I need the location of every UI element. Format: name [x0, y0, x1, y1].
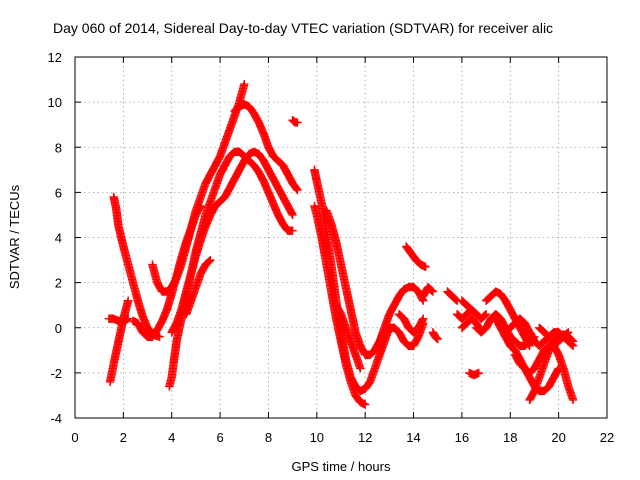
data-point	[293, 118, 302, 127]
series-track-16	[394, 310, 428, 337]
x-axis-label: GPS time / hours	[292, 459, 391, 474]
x-tick-label: 14	[406, 430, 420, 445]
data-point	[471, 309, 480, 318]
series-track-19	[428, 328, 442, 344]
series-track-15	[370, 319, 428, 355]
y-tick-label: -2	[50, 366, 62, 381]
data-point	[205, 256, 214, 266]
data-point	[361, 400, 370, 409]
data-point	[421, 262, 430, 271]
x-tick-labels: 0 2 4 6 8 10 12 14 16 18 20 22	[71, 430, 614, 445]
series-track-7	[167, 147, 297, 337]
data-point	[428, 287, 438, 296]
data-point	[568, 336, 577, 345]
data-point	[480, 310, 490, 320]
data-point	[419, 314, 428, 323]
series-track-5	[148, 79, 249, 296]
chart-title: Day 060 of 2014, Sidereal Day-to-day VTE…	[53, 20, 553, 36]
series-track-17	[402, 242, 430, 271]
data-point	[472, 310, 481, 319]
data-point	[288, 210, 297, 220]
y-tick-label: 12	[48, 50, 62, 65]
data-point	[124, 296, 133, 305]
series-track-3	[105, 296, 133, 387]
data-point	[240, 79, 249, 89]
data-point	[481, 310, 491, 319]
data-point	[356, 364, 365, 373]
y-tick-label: 4	[55, 231, 62, 246]
series-track-20	[443, 287, 462, 305]
axis-ticks	[74, 56, 608, 419]
data-point	[155, 332, 164, 341]
series-track-11	[310, 165, 394, 396]
y-tick-label: 10	[48, 95, 62, 110]
data-point	[431, 333, 441, 342]
x-tick-label: 4	[168, 430, 175, 445]
x-tick-label: 16	[455, 430, 469, 445]
data-point	[206, 255, 215, 265]
grid	[75, 57, 607, 418]
series-track-31	[535, 323, 573, 346]
series-track-22	[457, 296, 481, 319]
data-point	[292, 184, 301, 194]
series-track-29	[510, 341, 578, 405]
data-point	[568, 337, 578, 346]
data-point	[293, 185, 302, 195]
data-point	[451, 295, 461, 304]
data-point	[525, 341, 534, 350]
data-series	[104, 79, 578, 409]
data-point	[474, 368, 483, 378]
series-track-26	[481, 287, 534, 350]
x-tick-label: 0	[71, 430, 78, 445]
data-point	[288, 226, 297, 235]
x-tick-label: 2	[120, 430, 127, 445]
y-axis-label: SDTVAR / TECUs	[7, 184, 22, 289]
y-tick-label: 0	[55, 321, 62, 336]
data-point	[568, 395, 578, 405]
x-tick-label: 6	[216, 430, 223, 445]
x-tick-label: 22	[600, 430, 614, 445]
y-tick-label: -4	[50, 411, 62, 426]
x-tick-label: 12	[358, 430, 372, 445]
x-tick-label: 20	[551, 430, 565, 445]
y-tick-label: 8	[55, 140, 62, 155]
x-tick-label: 8	[265, 430, 272, 445]
series-track-24	[465, 368, 483, 380]
series-track-14	[332, 301, 365, 373]
data-point	[564, 328, 573, 337]
x-tick-label: 10	[310, 430, 324, 445]
y-tick-label: 2	[55, 276, 62, 291]
series-track-8	[182, 255, 215, 319]
series-track-9	[230, 100, 302, 195]
x-tick-label: 18	[503, 430, 517, 445]
series-track-10	[288, 116, 302, 127]
data-point	[433, 334, 442, 344]
y-tick-labels: -4 -2 0 2 4 6 8 10 12	[48, 50, 62, 426]
data-point	[563, 329, 572, 338]
data-point	[427, 286, 437, 295]
series-track-18	[419, 282, 438, 301]
y-tick-label: 6	[55, 185, 62, 200]
